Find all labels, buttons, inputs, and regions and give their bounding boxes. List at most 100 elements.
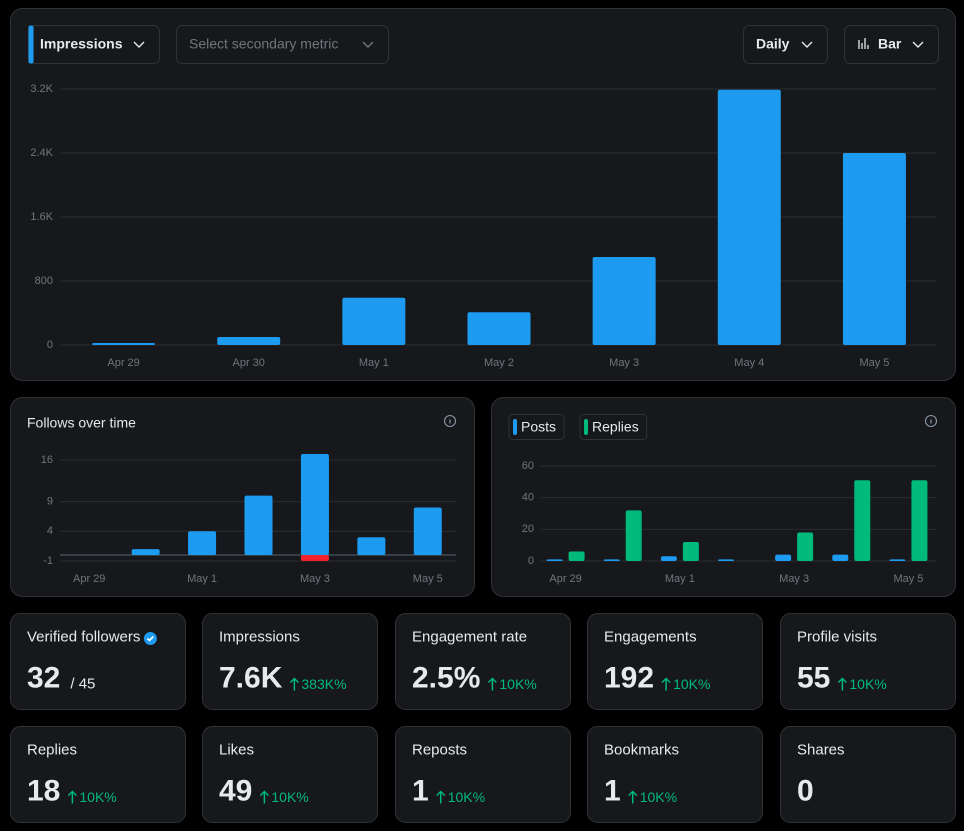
y-tick-label: 1.6K (30, 211, 53, 223)
bar (568, 551, 585, 561)
chart-type-dropdown[interactable]: Bar (844, 25, 939, 64)
card-change: 10K% (499, 676, 536, 692)
x-tick-label: May 4 (734, 357, 764, 369)
card-label: Shares (797, 741, 845, 758)
bar (413, 507, 442, 556)
bar (357, 537, 386, 556)
x-tick-label: May 5 (413, 573, 443, 585)
bar (775, 554, 792, 561)
y-tick-label: 0 (47, 339, 53, 351)
legend-swatch (513, 419, 517, 435)
button-label[interactable]: Daily (756, 36, 790, 52)
legend-chip (508, 414, 565, 440)
card-value: 7.6K (219, 661, 283, 694)
card-change: 10K% (79, 789, 116, 805)
interval-dropdown[interactable]: Daily (743, 25, 828, 64)
card-value: 2.5% (412, 661, 480, 694)
button-label[interactable]: Impressions (40, 36, 123, 52)
card-value: 1 (412, 774, 429, 807)
x-tick-label: May 1 (665, 573, 695, 585)
chevron (362, 41, 374, 48)
legend-swatch (584, 419, 589, 435)
legend-item[interactable]: Replies (579, 414, 648, 440)
y-tick-label: 800 (35, 275, 53, 287)
bar (131, 549, 160, 556)
bar-icon (858, 38, 869, 49)
bar (467, 312, 531, 345)
card-bg (202, 726, 378, 823)
legend-label: Replies (592, 419, 639, 435)
y-tick-label: 4 (47, 525, 53, 537)
metric-card: Engagements 192 10K% (587, 613, 763, 710)
bar (188, 531, 217, 556)
y-tick-label: 60 (522, 460, 534, 472)
card-change: 383K% (301, 676, 346, 692)
up-arrow (661, 677, 671, 691)
metric-color (28, 25, 34, 64)
bar (718, 559, 734, 561)
bar (603, 559, 620, 561)
card-value: 49 (219, 774, 252, 807)
bar (244, 495, 273, 556)
bar (682, 542, 699, 561)
bar (592, 257, 656, 345)
card-label: Profile visits (797, 628, 877, 645)
card-bg (587, 726, 763, 823)
bar (854, 480, 871, 561)
card-bg (780, 613, 956, 710)
info-icon[interactable] (924, 414, 938, 428)
bar (889, 559, 906, 561)
x-tick-label: May 3 (300, 573, 330, 585)
x-tick-label: May 5 (859, 357, 889, 369)
metric-card: Replies 18 10K% (10, 726, 186, 823)
bar (342, 297, 406, 345)
legend-label: Posts (521, 419, 556, 435)
up-arrow (436, 790, 446, 804)
metric-card: Reposts 1 10K% (395, 726, 571, 823)
card-label: Engagement rate (412, 628, 527, 645)
bar (300, 555, 329, 561)
metric-card: Likes 49 10K% (202, 726, 378, 823)
card-bg (587, 613, 763, 710)
x-tick-label: Apr 29 (107, 357, 139, 369)
button-label[interactable]: Select secondary metric (189, 36, 338, 52)
up-arrow (487, 677, 497, 691)
card-value: 0 (797, 774, 814, 807)
button-label[interactable]: Bar (878, 36, 902, 52)
bar (842, 153, 906, 345)
chevron (912, 41, 924, 48)
bar (217, 337, 281, 345)
bar (546, 559, 563, 561)
card-value: 18 (27, 774, 60, 807)
legend-item[interactable]: Posts (508, 414, 565, 440)
chart-title: Follows over time (27, 415, 136, 431)
button[interactable] (743, 25, 828, 64)
card-label: Replies (27, 741, 77, 758)
card-label: Impressions (219, 628, 300, 645)
metric-card: Profile visits 55 10K% (780, 613, 956, 710)
card-change: 10K% (448, 789, 485, 805)
primary-metric-dropdown[interactable]: Impressions (28, 25, 160, 64)
card-bg (10, 726, 186, 823)
y-tick-label: 40 (522, 492, 534, 504)
secondary-metric-dropdown[interactable]: Select secondary metric (176, 25, 389, 64)
card-label: Likes (219, 741, 254, 758)
bar (717, 89, 781, 345)
metric-card: Shares 0 (780, 726, 956, 823)
y-tick-label: 20 (522, 523, 534, 535)
chevron (801, 41, 813, 48)
up-arrow (259, 790, 269, 804)
x-tick-label: May 3 (609, 357, 639, 369)
info-icon[interactable] (443, 414, 457, 428)
bar (797, 532, 814, 561)
card-value: 1 (604, 774, 621, 807)
card-bg (395, 726, 571, 823)
card-bg (10, 613, 186, 710)
y-tick-label: 3.2K (30, 83, 53, 95)
card-bg (202, 613, 378, 710)
x-tick-label: May 1 (359, 357, 389, 369)
button[interactable] (844, 25, 939, 64)
button[interactable] (176, 25, 389, 64)
metric-card: Engagement rate 2.5% 10K% (395, 613, 571, 710)
card-total: / 45 (70, 675, 95, 692)
